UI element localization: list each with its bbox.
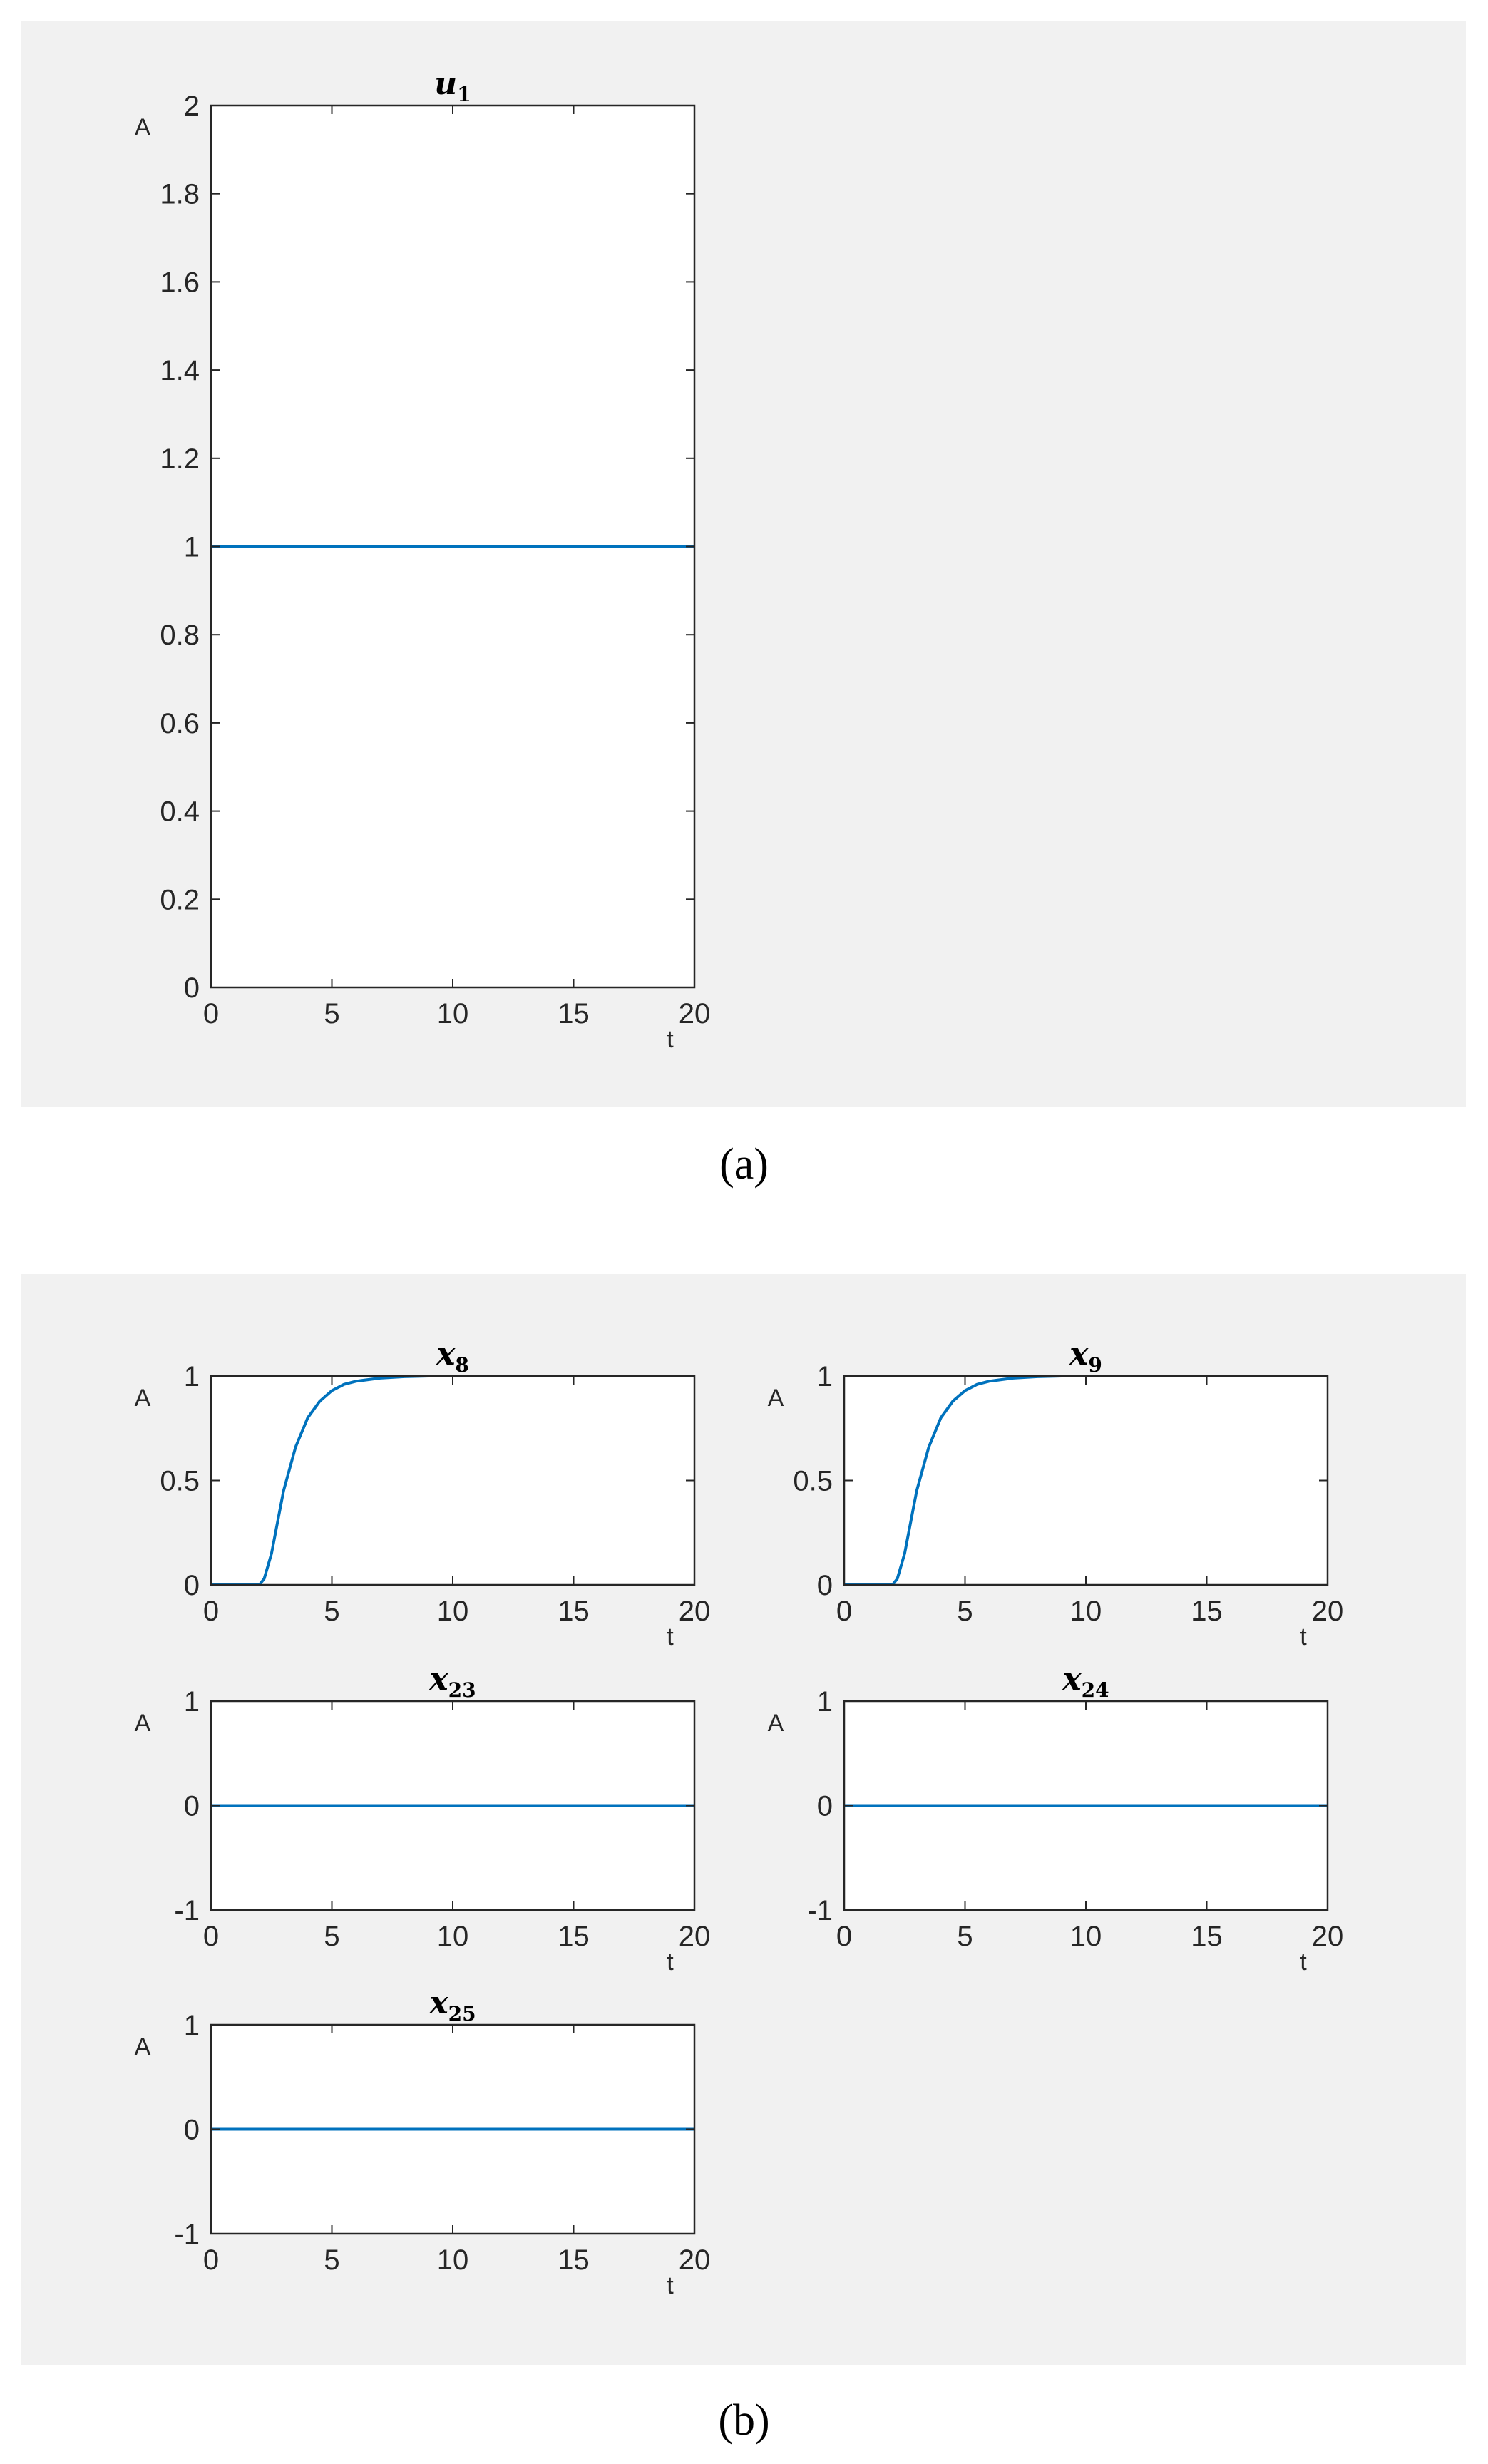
plot-title: x24 [1062,1661,1109,1702]
y-tick-label: 1 [184,2010,200,2041]
x-axis-label: t [667,1026,674,1053]
x-tick-label: 20 [1312,1921,1344,1952]
y-tick-label: 1 [817,1686,833,1718]
y-tick-label: 0 [184,2115,200,2146]
x-tick-label: 10 [437,998,469,1030]
y-tick-label: 0.8 [160,620,200,651]
y-tick-label: 0.2 [160,884,200,915]
y-axis-label: A [135,1710,151,1737]
y-tick-label: 0 [817,1791,833,1822]
y-tick-label: 0.6 [160,708,200,739]
y-tick-label: 1.6 [160,267,200,298]
panel-a-plots: 0 5 10 15 20 0 0.2 0.4 0.6 0.8 1 1.2 1.4 1.6 1.8 2 u1 At [135,66,711,1053]
y-tick-label: 1.4 [160,355,200,386]
y-tick-label: 0 [817,1570,833,1601]
axes-box [843,1700,1329,1911]
y-tick-label: 1 [184,1686,200,1718]
x-tick-label: 10 [1070,1921,1102,1952]
x-tick-label: 15 [558,1596,590,1627]
x-tick-label: 15 [558,1921,590,1952]
x-tick-label: 5 [957,1596,973,1627]
axes-area [211,1376,694,1585]
x-tick-label: 15 [558,998,590,1030]
y-tick-label: 2 [184,91,200,122]
x-tick-label: 5 [957,1921,973,1952]
y-tick-label: 0.4 [160,796,200,828]
y-tick-label: 1 [184,532,200,563]
x-tick-label: 0 [203,1596,219,1627]
x-tick-label: 0 [203,1921,219,1952]
y-tick-label: 1 [817,1361,833,1392]
x-tick-label: 0 [836,1921,852,1952]
plot-title: x9 [1069,1336,1102,1377]
x-tick-label: 10 [437,2244,469,2276]
axes-box [210,2023,696,2235]
plot-3: 0 5 10 15 20 0 0.5 1 x9 At [768,1336,1344,1651]
x-tick-label: 20 [679,2244,711,2276]
plot-title: x23 [429,1661,476,1702]
x-tick-label: 20 [679,1596,711,1627]
y-tick-label: 0 [184,972,200,1004]
plot-title: x8 [436,1336,469,1377]
x-tick-label: 0 [203,998,219,1030]
axes-box [210,1375,696,1586]
caption-a: (a) [719,1140,769,1189]
x-axis-label: t [667,2272,674,2299]
x-tick-label: 5 [324,998,339,1030]
x-tick-label: 15 [558,2244,590,2276]
y-axis-label: A [768,1385,784,1412]
caption-b: (b) [718,2396,770,2445]
x-tick-label: 20 [1312,1596,1344,1627]
axes-area [844,1376,1328,1585]
y-tick-label: 0 [184,1570,200,1601]
y-tick-label: 1.8 [160,179,200,210]
x-tick-label: 0 [203,2244,219,2276]
y-tick-label: -1 [174,1895,200,1926]
plot-1: 0 5 10 15 20 0 0.2 0.4 0.6 0.8 1 1.2 1.4 1.6 1.8 2 u1 At [135,66,711,1053]
y-tick-label: 0.5 [160,1466,200,1497]
y-tick-label: 0 [184,1791,200,1822]
x-tick-label: 5 [324,2244,339,2276]
plot-2: 0 5 10 15 20 0 0.5 1 x8 At [135,1336,711,1651]
x-tick-label: 10 [1070,1596,1102,1627]
y-tick-label: 1 [184,1361,200,1392]
x-axis-label: t [667,1949,674,1976]
x-axis-label: t [667,1623,674,1651]
axes-box [843,1375,1329,1586]
x-tick-label: 0 [836,1596,852,1627]
x-tick-label: 10 [437,1921,469,1952]
axes-box [210,1700,696,1911]
x-tick-label: 5 [324,1921,339,1952]
x-tick-label: 10 [437,1596,469,1627]
y-tick-label: -1 [174,2219,200,2250]
y-axis-label: A [135,114,151,141]
x-tick-label: 20 [679,998,711,1030]
y-axis-label: A [768,1710,784,1737]
plot-title: x25 [429,1985,476,2026]
plot-title: u1 [434,66,471,106]
y-axis-label: A [135,2033,151,2060]
y-tick-label: -1 [807,1895,833,1926]
x-tick-label: 15 [1191,1921,1223,1952]
y-axis-label: A [135,1385,151,1412]
axes-box [210,104,696,989]
x-axis-label: t [1300,1623,1307,1651]
x-tick-label: 15 [1191,1596,1223,1627]
x-tick-label: 5 [324,1596,339,1627]
y-tick-label: 1.2 [160,443,200,475]
y-tick-label: 0.5 [793,1466,833,1497]
x-axis-label: t [1300,1949,1307,1976]
x-tick-label: 20 [679,1921,711,1952]
